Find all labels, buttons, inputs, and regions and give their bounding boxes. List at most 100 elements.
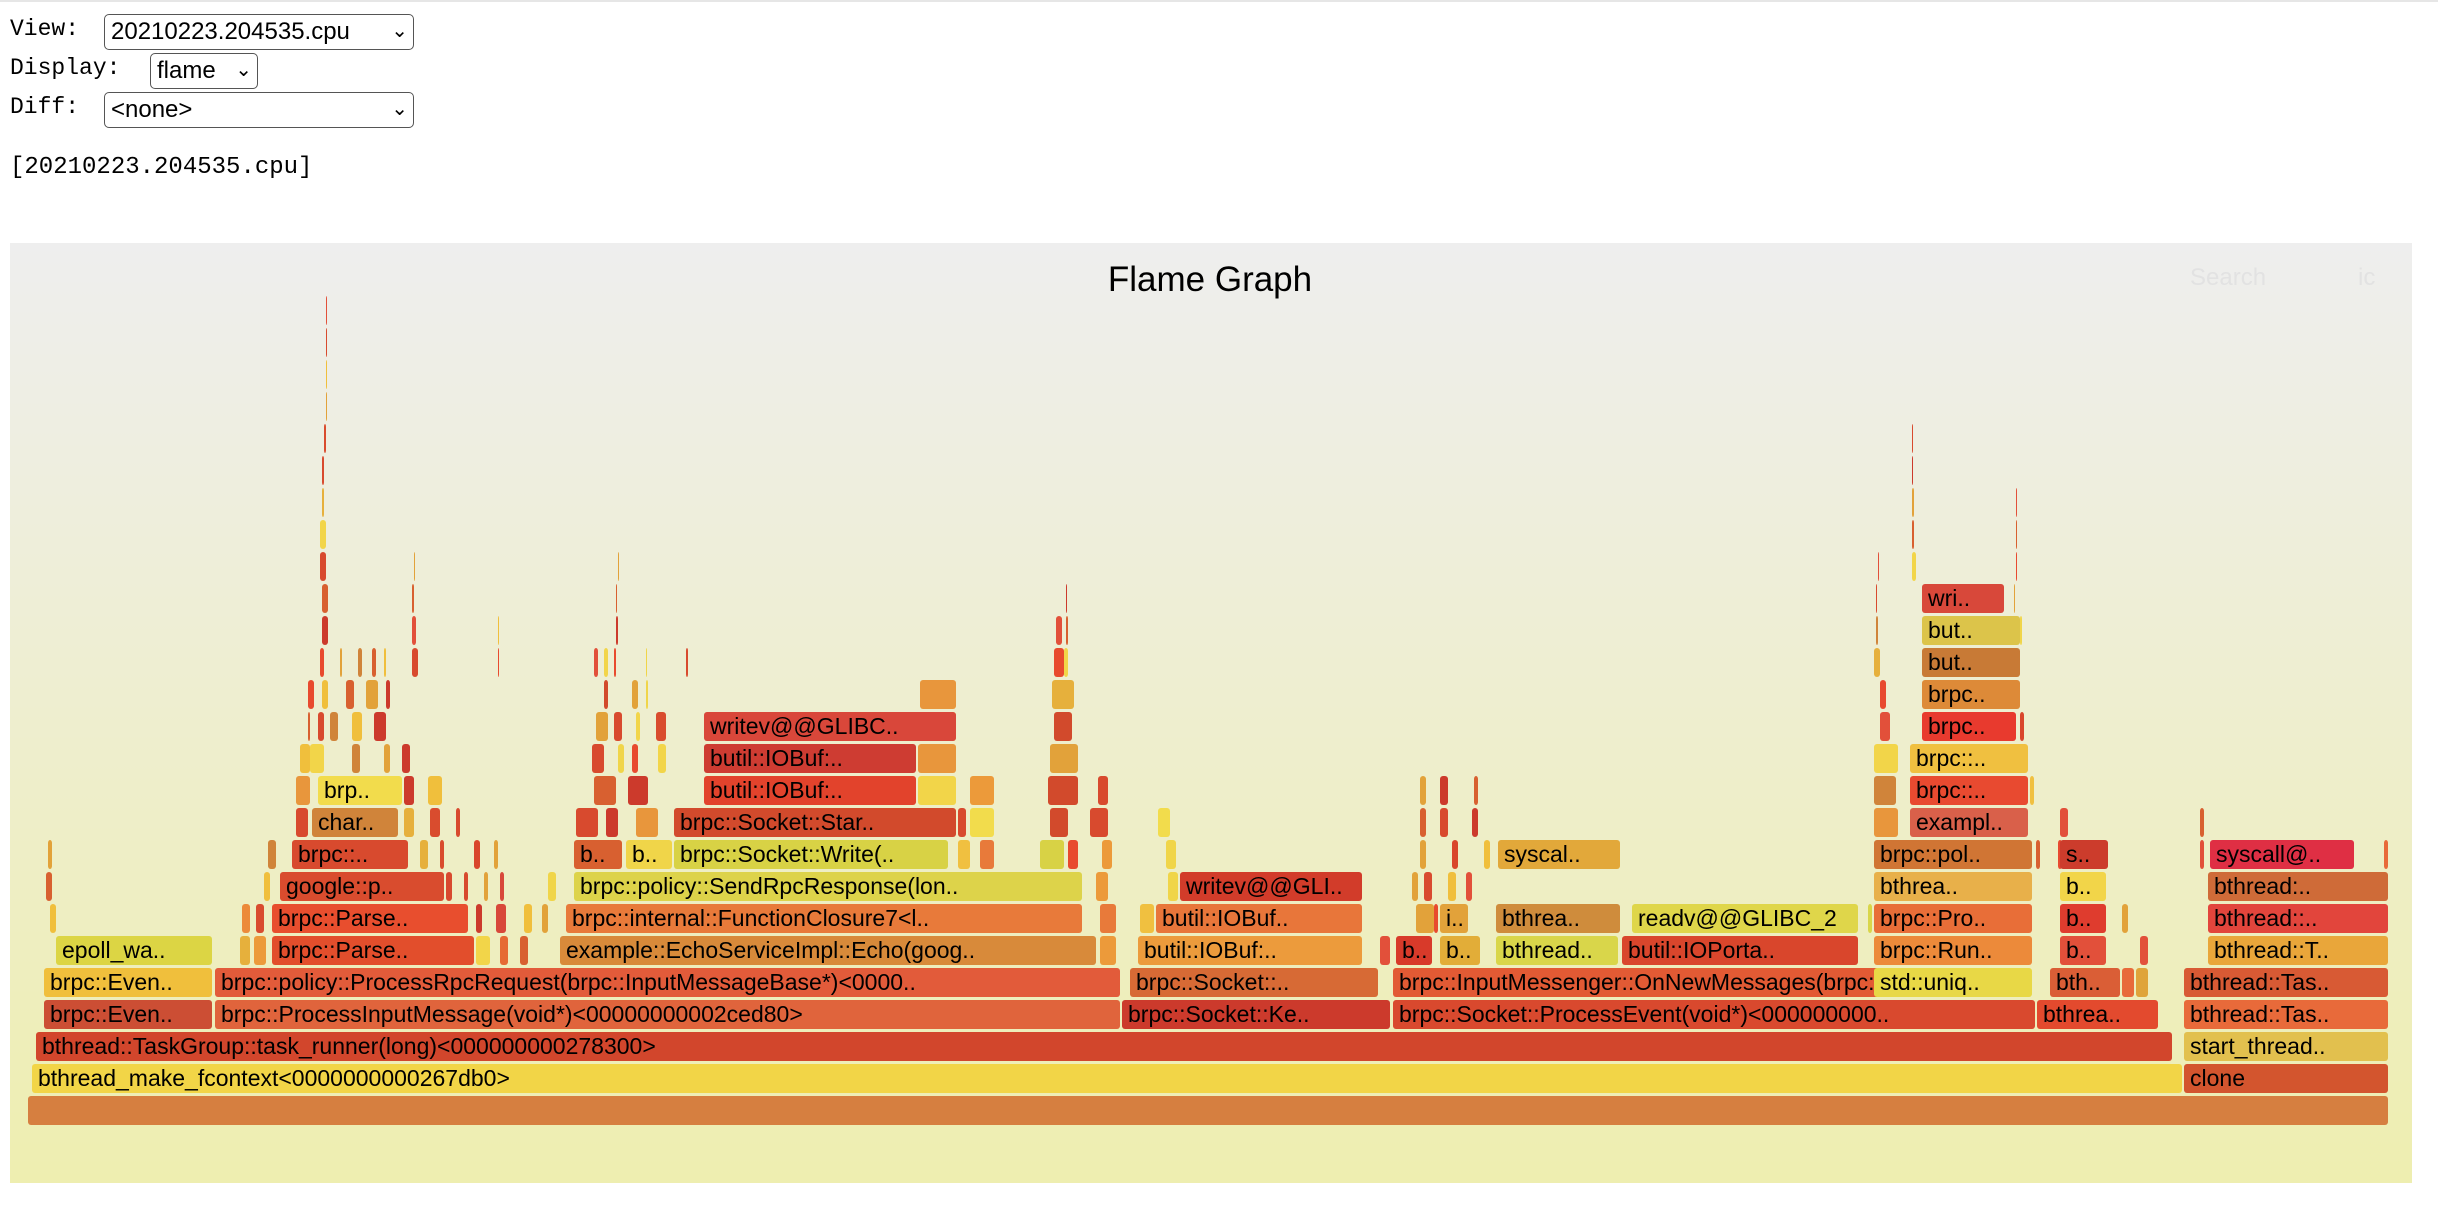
flame-frame[interactable] [674,840,948,869]
flame-frame[interactable] [384,648,386,677]
flame-frame[interactable] [616,616,618,645]
flame-frame[interactable] [1874,808,1898,837]
flame-frame[interactable] [1876,584,1877,613]
flame-frame[interactable] [1158,808,1170,837]
flame-frame[interactable] [1440,904,1468,933]
flame-frame[interactable] [1498,840,1620,869]
flame-frame[interactable] [2184,1064,2388,1093]
flame-frame[interactable] [346,680,354,709]
flame-frame[interactable] [918,744,956,773]
flame-frame[interactable] [1100,904,1116,933]
flame-frame[interactable] [326,328,327,357]
flame-frame[interactable] [1064,648,1068,677]
flame-frame[interactable] [2208,872,2388,901]
flame-frame[interactable] [1874,744,1898,773]
flame-frame[interactable] [1878,552,1879,581]
flame-frame[interactable] [498,616,499,645]
flame-frame[interactable] [1874,776,1896,805]
flame-frame[interactable] [320,552,326,581]
flame-frame[interactable] [2184,1000,2388,1029]
flame-frame[interactable] [1393,968,2031,997]
flame-frame[interactable] [592,744,604,773]
flame-frame[interactable] [1100,936,1116,965]
flame-frame[interactable] [1056,616,1062,645]
flame-frame[interactable] [48,840,52,869]
flame-frame[interactable] [2016,488,2017,517]
flame-frame[interactable] [500,936,508,965]
flame-frame[interactable] [658,744,666,773]
diff-select[interactable]: <none> ⌄ [104,92,414,128]
flame-frame[interactable] [352,712,362,741]
flame-frame[interactable] [1910,776,2028,805]
flame-frame[interactable] [1440,936,1480,965]
flame-frame[interactable] [1440,808,1448,837]
flame-frame[interactable] [326,296,327,325]
flame-frame[interactable] [1054,648,1064,677]
flame-frame[interactable] [330,712,338,741]
flame-frame[interactable] [1874,904,2032,933]
flame-frame[interactable] [2020,616,2022,645]
flame-frame[interactable] [1166,840,1176,869]
flame-frame[interactable] [1096,872,1108,901]
flame-frame[interactable] [542,904,548,933]
flame-frame[interactable] [372,648,376,677]
flame-frame[interactable] [1448,872,1456,901]
flame-frame[interactable] [2020,712,2024,741]
ic-button[interactable]: ic [2358,264,2375,291]
flame-frame[interactable] [476,936,490,965]
flame-frame[interactable] [604,648,608,677]
flame-frame[interactable] [2184,1032,2388,1061]
flame-frame[interactable] [446,872,452,901]
flame-frame[interactable] [1910,744,2028,773]
flame-frame[interactable] [1472,808,1478,837]
flame-frame[interactable] [2210,840,2354,869]
flame-frame[interactable] [310,744,324,773]
flame-frame[interactable] [2016,552,2017,581]
flame-frame[interactable] [1054,712,1072,741]
flame-frame[interactable] [322,584,328,613]
flame-frame[interactable] [1632,904,1858,933]
flame-frame[interactable] [1420,840,1426,869]
flame-frame[interactable] [324,424,326,453]
flame-frame[interactable] [374,712,386,741]
flame-frame[interactable] [2060,840,2108,869]
flame-frame[interactable] [646,648,647,677]
flame-frame[interactable] [358,648,362,677]
flame-frame[interactable] [300,744,310,773]
flame-frame[interactable] [308,712,310,741]
flame-frame[interactable] [594,648,598,677]
flame-frame[interactable] [1380,936,1390,965]
flame-frame[interactable] [1910,808,2028,837]
display-select[interactable]: flame ⌄ [150,53,258,89]
flame-frame[interactable] [614,712,622,741]
flame-frame[interactable] [970,808,994,837]
flame-frame[interactable] [618,744,624,773]
flame-frame[interactable] [46,872,52,901]
flame-frame[interactable] [1880,680,1886,709]
flame-frame[interactable] [606,808,618,837]
flame-frame[interactable] [440,840,444,869]
flame-frame[interactable] [2060,936,2106,965]
flame-frame[interactable] [2030,776,2034,805]
flame-frame[interactable] [322,488,324,517]
flame-frame[interactable] [366,680,378,709]
flame-frame[interactable] [614,648,616,677]
flame-frame[interactable] [494,840,498,869]
flame-frame[interactable] [1874,968,2032,997]
flame-frame[interactable] [384,744,390,773]
flame-frame[interactable] [958,808,966,837]
flame-frame[interactable] [1412,872,1418,901]
flame-frame[interactable] [1466,872,1472,901]
flame-frame[interactable] [32,1064,2182,1093]
flame-frame[interactable] [2208,936,2388,965]
flame-frame[interactable] [1922,712,2016,741]
flame-frame[interactable] [2060,808,2068,837]
flame-frame[interactable] [1876,616,1878,645]
flame-frame[interactable] [1396,936,1432,965]
flame-frame[interactable] [1496,904,1620,933]
flame-frame[interactable] [1050,744,1078,773]
flame-frame[interactable] [520,936,528,965]
flame-frame[interactable] [1912,456,1913,485]
flame-frame[interactable] [1922,648,2020,677]
flame-frame[interactable] [464,872,468,901]
